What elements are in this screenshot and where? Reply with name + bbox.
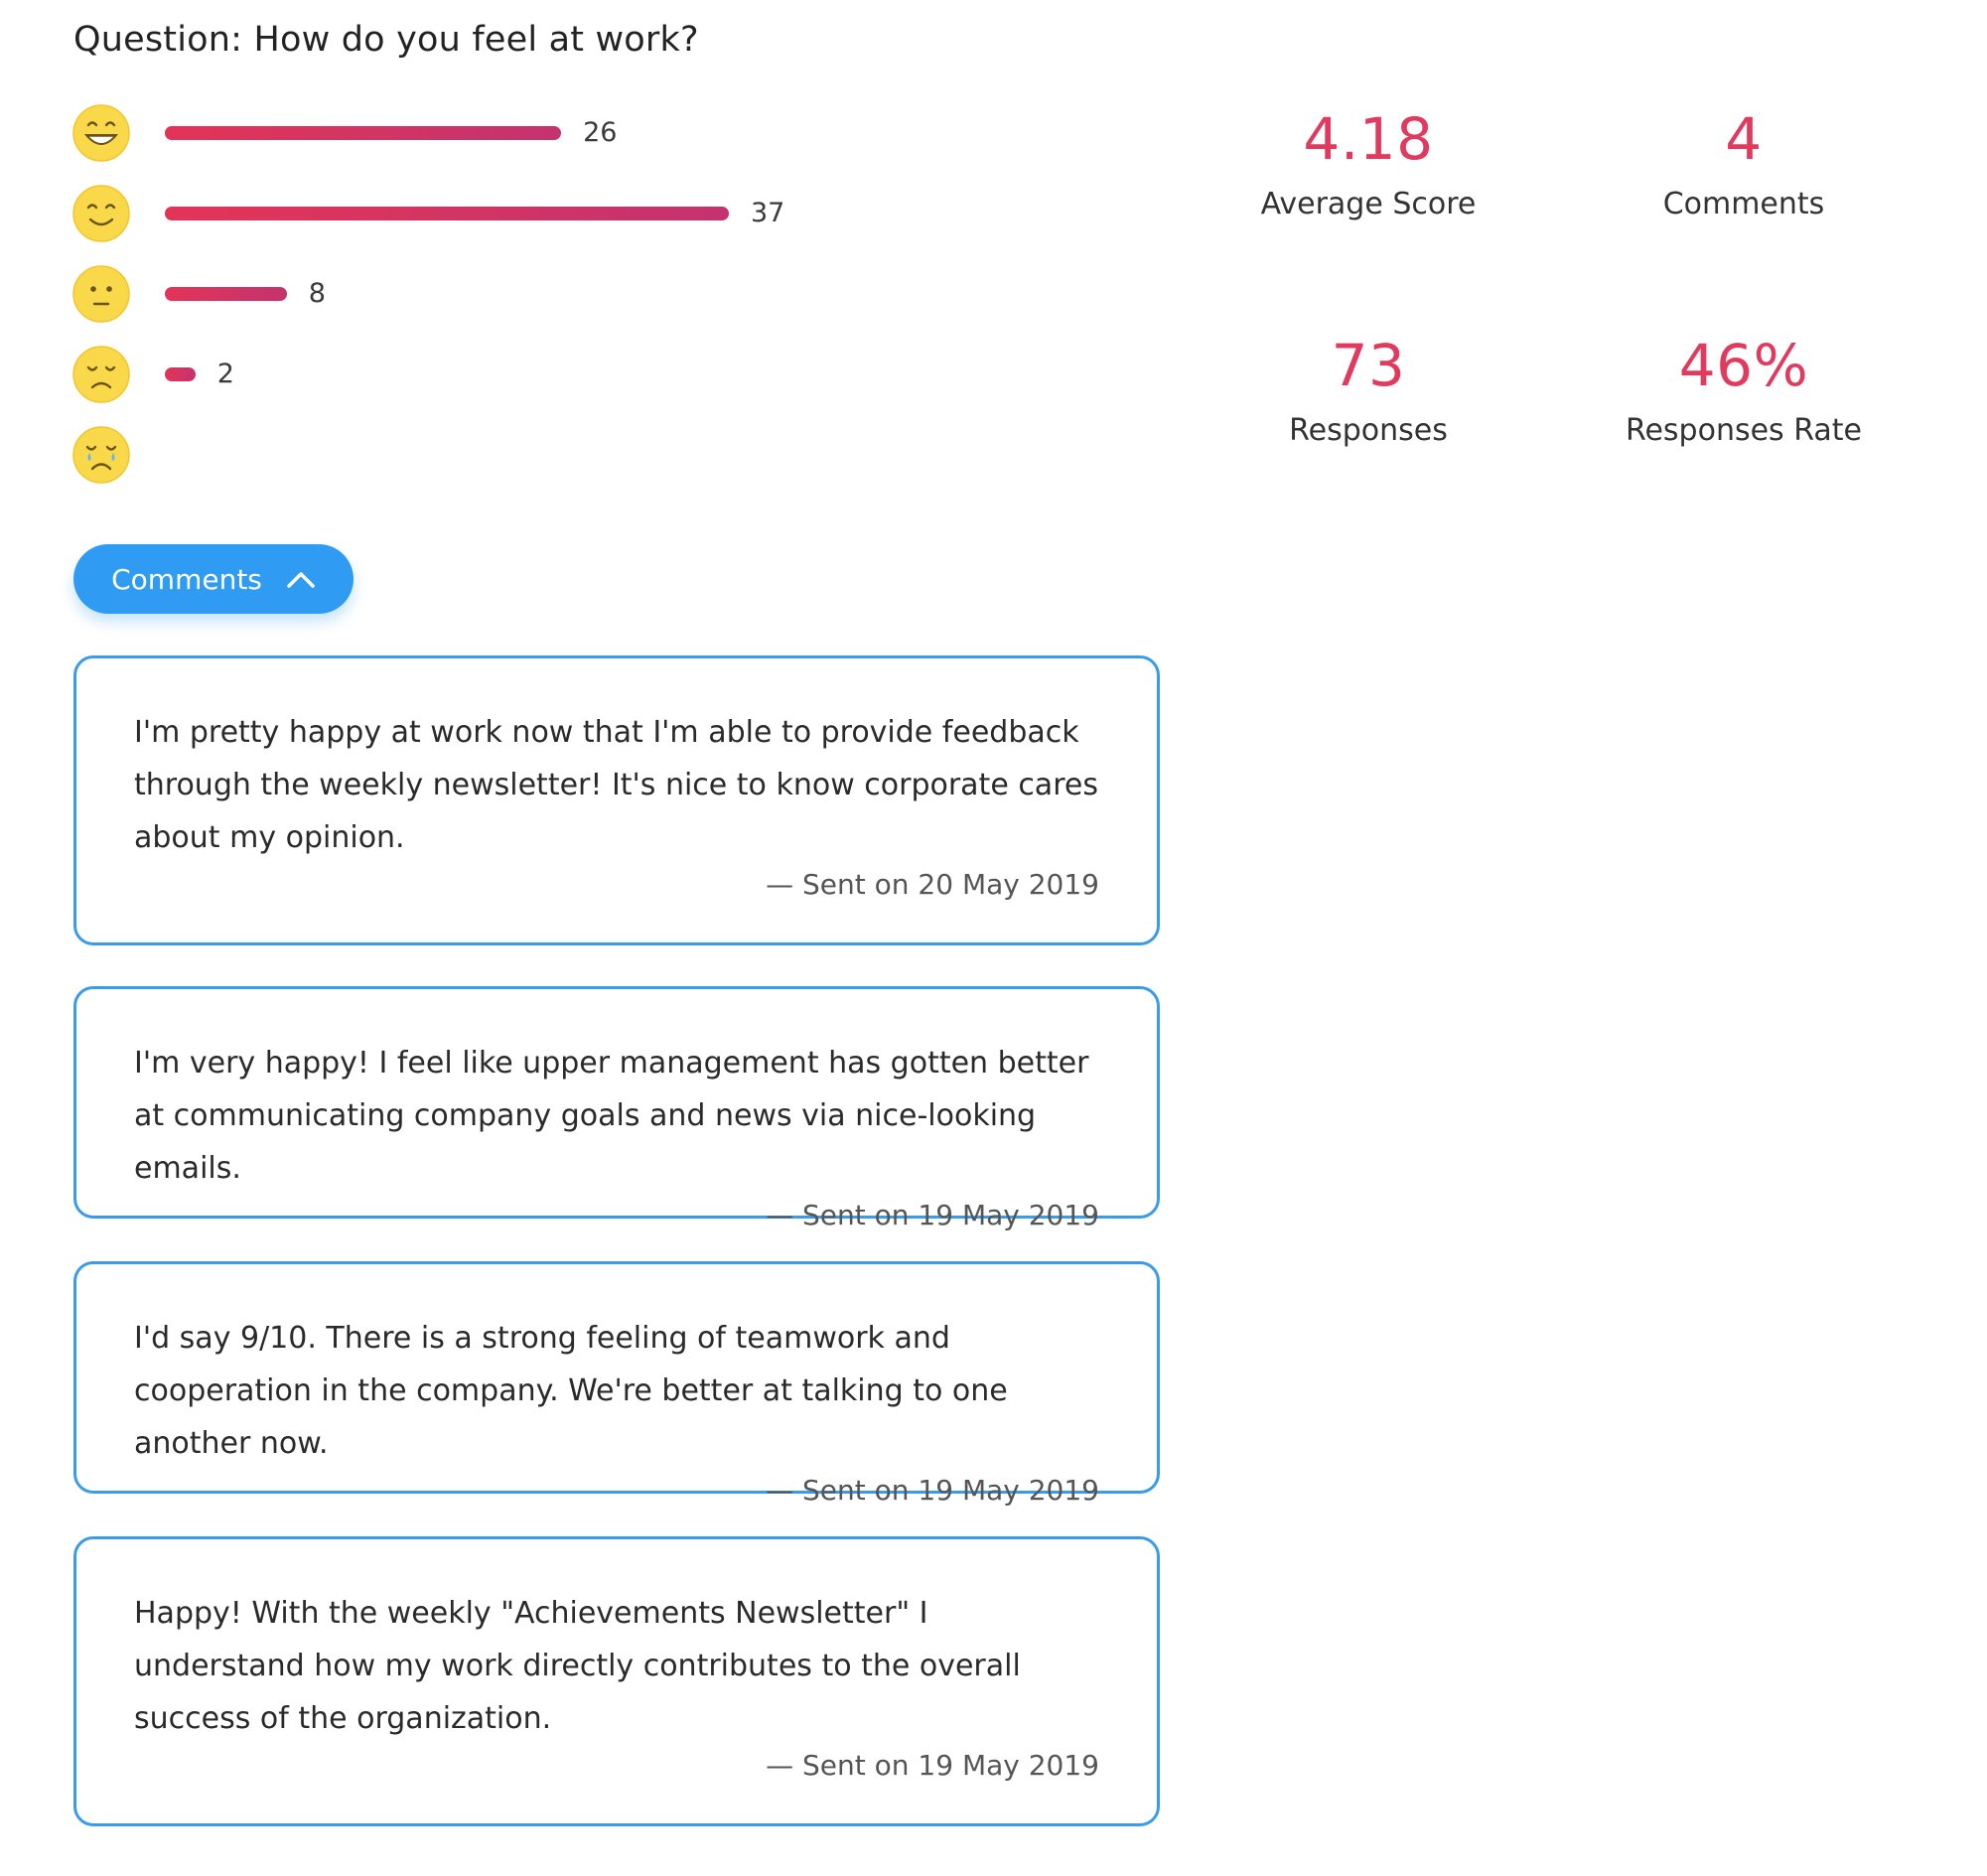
comment-text: I'm very happy! I feel like upper manage…	[134, 1046, 1089, 1186]
average-score-label: Average Score	[1260, 187, 1477, 221]
stat-responses: 73 Responses	[1200, 332, 1537, 448]
comment-card: I'd say 9/10. There is a strong feeling …	[73, 1261, 1160, 1507]
distribution-count: 2	[216, 359, 234, 389]
question-title: Question: How do you feel at work?	[73, 20, 699, 60]
stat-comments: 4 Comments	[1575, 105, 1913, 221]
distribution-bar	[165, 367, 196, 381]
distribution-bar	[165, 287, 287, 301]
distribution-bar	[165, 126, 562, 140]
chevron-up-icon	[287, 572, 315, 588]
distribution-row-neutral: 8	[71, 264, 1164, 345]
comment-card: I'm very happy! I feel like upper manage…	[73, 986, 1160, 1231]
neutral-face-icon	[72, 265, 130, 323]
response-distribution: 26 37 8 2	[71, 103, 1164, 505]
responses-rate-value: 46%	[1678, 332, 1809, 399]
comment-text: I'd say 9/10. There is a strong feeling …	[134, 1321, 1008, 1461]
smiling-face-icon	[72, 185, 130, 242]
sad-face-icon	[72, 346, 130, 403]
average-score-value: 4.18	[1303, 105, 1434, 173]
distribution-count: 37	[750, 198, 785, 228]
comment-card: I'm pretty happy at work now that I'm ab…	[73, 655, 1160, 945]
comment-text: Happy! With the weekly "Achievements New…	[134, 1596, 1021, 1736]
comments-count-value: 4	[1725, 105, 1763, 173]
comment-date: — Sent on 19 May 2019	[766, 1199, 1099, 1231]
distribution-row-smiling: 37	[71, 184, 1164, 264]
responses-value: 73	[1331, 332, 1406, 399]
responses-rate-label: Responses Rate	[1625, 413, 1863, 448]
comments-toggle-button[interactable]: Comments	[73, 544, 354, 614]
comment-card: Happy! With the weekly "Achievements New…	[73, 1536, 1160, 1826]
distribution-row-grinning: 26	[71, 103, 1164, 184]
crying-face-icon	[72, 426, 130, 484]
distribution-row-sad: 2	[71, 345, 1164, 425]
distribution-bar	[165, 207, 729, 220]
comment-text: I'm pretty happy at work now that I'm ab…	[134, 715, 1098, 855]
stat-average-score: 4.18 Average Score	[1200, 105, 1537, 221]
comment-date: — Sent on 19 May 2019	[766, 1749, 1099, 1782]
grinning-face-icon	[72, 104, 130, 162]
responses-label: Responses	[1289, 413, 1448, 448]
comments-toggle-label: Comments	[111, 562, 262, 596]
comment-date: — Sent on 20 May 2019	[766, 868, 1099, 901]
distribution-count: 26	[583, 117, 618, 148]
comments-count-label: Comments	[1662, 187, 1825, 221]
stat-responses-rate: 46% Responses Rate	[1575, 332, 1913, 448]
distribution-count: 8	[308, 278, 326, 309]
distribution-row-crying	[71, 425, 1164, 505]
comment-date: — Sent on 19 May 2019	[766, 1474, 1099, 1507]
